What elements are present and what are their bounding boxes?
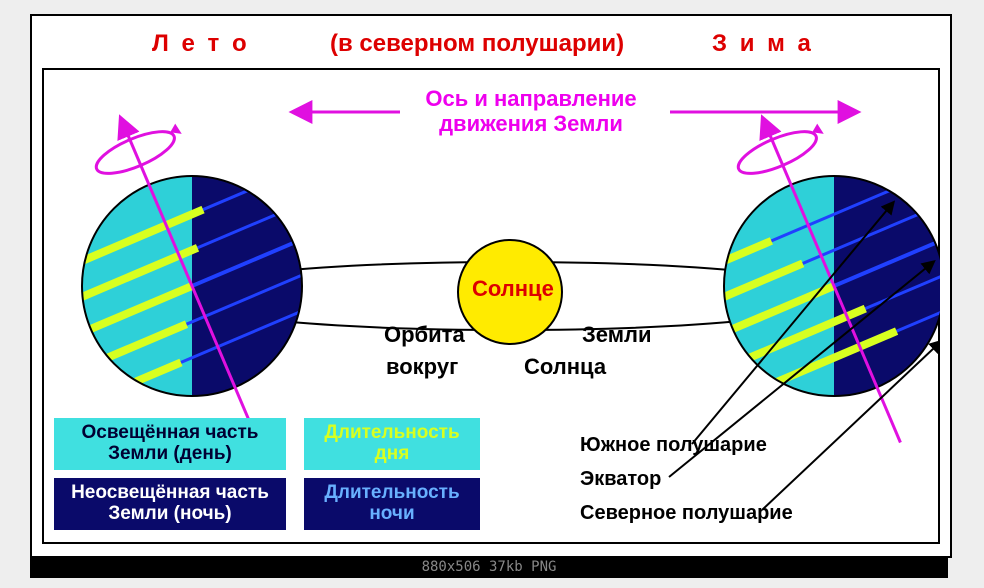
title-summer: Л е т о [152, 30, 250, 58]
axis-label: Ось и направление движения Земли [402, 86, 660, 137]
orbit-w1: Орбита [384, 322, 465, 348]
footer-bar: 880x506 37kb PNG [30, 556, 948, 578]
legend-daylen: Длительность дня [304, 418, 480, 470]
sun-label: Солнце [472, 276, 554, 302]
orbit-w3: вокруг [386, 354, 458, 380]
legend-dark: Неосвещённая часть Земли (ночь) [54, 478, 286, 530]
legend-lit: Освещённая часть Земли (день) [54, 418, 286, 470]
scene-svg [42, 68, 940, 544]
title-winter: З и м а [712, 30, 814, 58]
orbit-w2: Земли [582, 322, 652, 348]
title-note: (в северном полушарии) [330, 30, 624, 58]
legend-nightlen: Длительность ночи [304, 478, 480, 530]
label-equator: Экватор [580, 468, 661, 491]
earth-summer [54, 115, 330, 459]
diagram-frame: Л е т о (в северном полушарии) З и м а [30, 14, 952, 558]
label-south: Южное полушарие [580, 434, 767, 457]
orbit-w4: Солнца [524, 354, 606, 380]
label-north: Северное полушарие [580, 502, 793, 525]
